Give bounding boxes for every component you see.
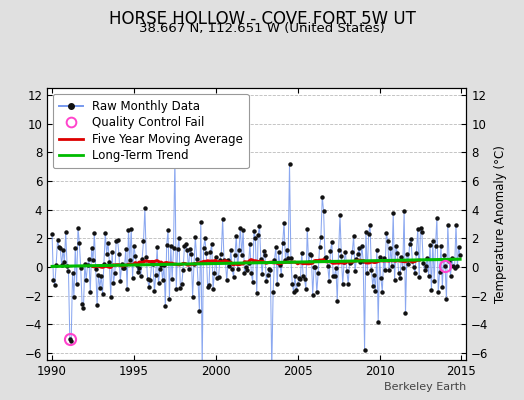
Text: Berkeley Earth: Berkeley Earth: [384, 382, 466, 392]
Text: 38.667 N, 112.651 W (United States): 38.667 N, 112.651 W (United States): [139, 22, 385, 35]
Y-axis label: Temperature Anomaly (°C): Temperature Anomaly (°C): [494, 145, 507, 303]
Legend: Raw Monthly Data, Quality Control Fail, Five Year Moving Average, Long-Term Tren: Raw Monthly Data, Quality Control Fail, …: [53, 94, 249, 168]
Text: HORSE HOLLOW - COVE FORT 5W UT: HORSE HOLLOW - COVE FORT 5W UT: [108, 10, 416, 28]
